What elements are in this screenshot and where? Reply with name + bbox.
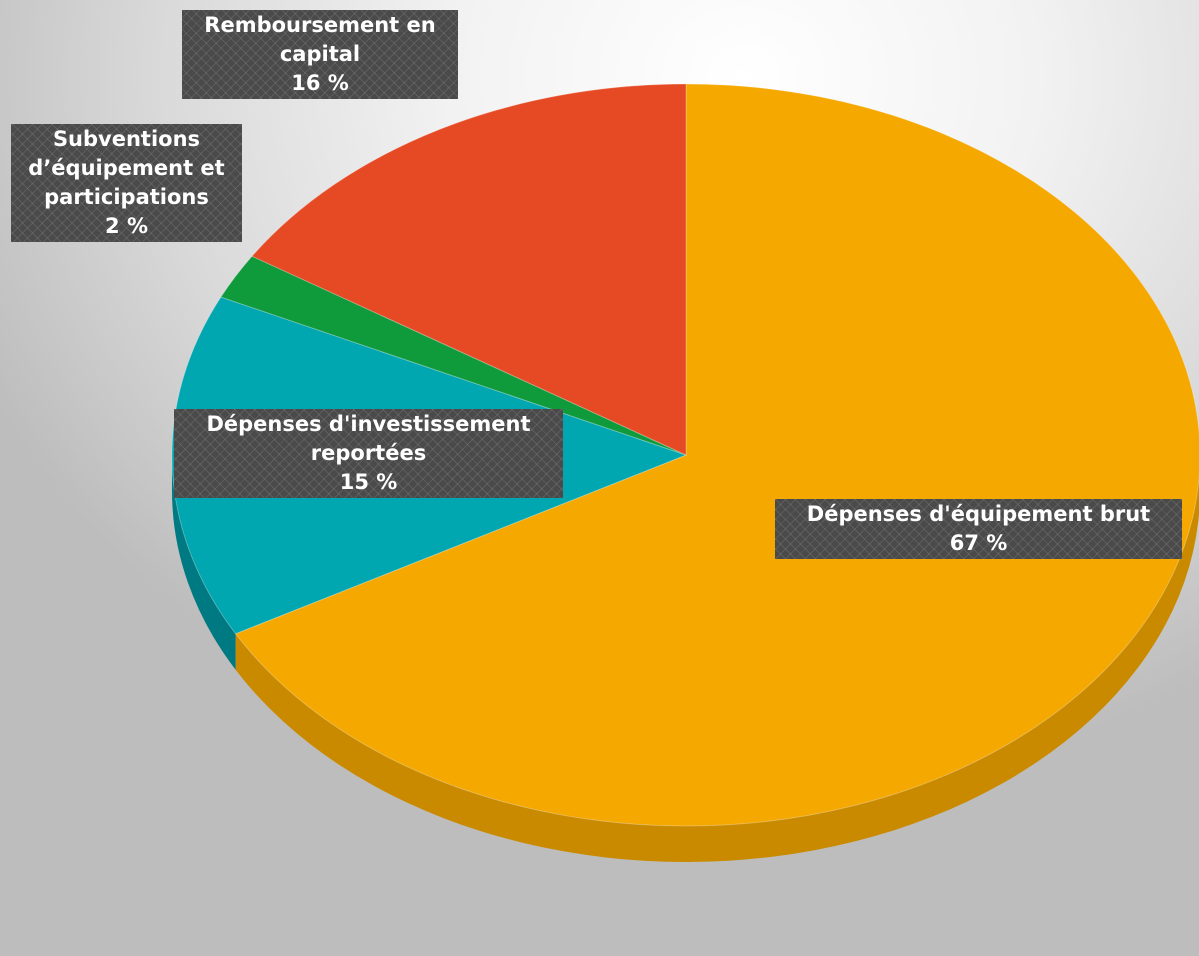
- pie-side-walls: [172, 455, 1199, 862]
- label-line: Subventions: [52, 127, 201, 151]
- data-label-depenses-investissement-reportees: Dépenses d'investissement reportées 15 %: [174, 409, 563, 498]
- label-line: participations: [44, 185, 209, 209]
- label-line: d’équipement et: [28, 156, 225, 180]
- data-label-depenses-equipement-brut: Dépenses d'équipement brut 67 %: [775, 499, 1182, 559]
- label-value: 16 %: [291, 71, 349, 95]
- label-line: reportées: [310, 441, 427, 465]
- pie-slices: [171, 83, 1199, 827]
- label-line: Dépenses d'équipement brut: [806, 502, 1151, 526]
- label-line: Dépenses d'investissement: [206, 412, 531, 436]
- data-label-remboursement-capital: Remboursement en capital 16 %: [182, 10, 458, 99]
- label-line: capital: [279, 42, 361, 66]
- label-value: 2 %: [105, 214, 148, 238]
- pie-slice-remboursement-capital: [251, 83, 687, 456]
- pie-slice-subventions-equipement: [220, 255, 687, 456]
- data-label-subventions-equipement: Subventions d’équipement et participatio…: [11, 124, 242, 242]
- label-value: 67 %: [949, 531, 1008, 555]
- pie-slice-depenses-equipement-brut: [234, 83, 1199, 827]
- label-line: Remboursement en: [204, 13, 436, 37]
- label-value: 15 %: [339, 470, 398, 494]
- pie-side-depenses-investissement-reportees: [172, 455, 236, 670]
